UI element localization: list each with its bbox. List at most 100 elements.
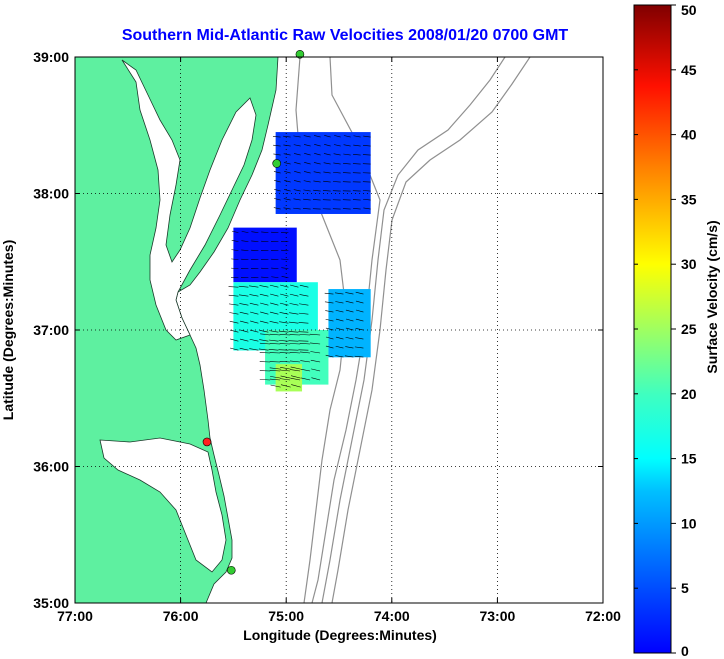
velocity-arrow — [299, 294, 309, 297]
velocity-arrow — [324, 301, 334, 304]
velocity-arrow — [259, 320, 269, 324]
velocity-arrow — [289, 303, 299, 306]
colorbar-tick-label: 10 — [681, 515, 697, 531]
velocity-arrow — [249, 348, 259, 351]
velocity-arrow — [299, 334, 311, 336]
velocity-arrow — [279, 321, 289, 324]
velocity-arrow — [353, 135, 361, 138]
y-tick-label: 35:00 — [33, 595, 69, 611]
velocity-arrow — [325, 336, 334, 340]
y-tick-label: 37:00 — [33, 322, 69, 338]
velocity-arrow — [269, 343, 281, 345]
velocity-arrow — [260, 333, 271, 336]
velocity-arrow — [241, 249, 249, 251]
velocity-arrow — [280, 378, 291, 381]
velocity-arrow — [311, 368, 321, 372]
velocity-arrow — [345, 336, 354, 340]
velocity-arrow — [284, 171, 291, 174]
velocity-arrow — [281, 258, 289, 260]
velocity-arrow — [288, 331, 299, 333]
velocity-arrow — [283, 198, 291, 201]
velocity-arrow — [270, 376, 281, 379]
velocity-arrow — [289, 312, 299, 315]
velocity-region — [233, 227, 297, 283]
velocity-arrow — [239, 347, 249, 351]
velocity-arrow — [323, 153, 331, 156]
x-tick-label: 77:00 — [57, 608, 93, 624]
x-tick-label: 74:00 — [374, 608, 410, 624]
velocity-arrow — [355, 318, 364, 322]
y-axis-label: Latitude (Degrees:Minutes) — [0, 240, 16, 420]
y-tick-label: 38:00 — [33, 186, 69, 202]
velocity-arrow — [293, 144, 301, 147]
velocity-arrow — [258, 348, 269, 351]
velocity-arrow — [259, 285, 269, 288]
velocity-arrow — [290, 366, 301, 370]
velocity-arrow — [343, 135, 351, 138]
x-tick-label: 72:00 — [585, 608, 621, 624]
velocity-arrow — [289, 351, 301, 354]
colorbar-label: Surface Velocity (cm/s) — [704, 220, 720, 373]
velocity-arrow — [301, 377, 311, 381]
velocity-arrow — [322, 190, 331, 192]
velocity-arrow — [272, 136, 281, 138]
chesapeake-bay — [121, 59, 257, 341]
velocity-arrow — [269, 333, 281, 336]
velocity-arrows — [228, 135, 371, 388]
velocity-arrow — [278, 340, 289, 342]
velocity-arrow — [324, 135, 331, 138]
velocity-arrow — [299, 351, 311, 354]
colorbar-tick-label: 25 — [681, 321, 697, 337]
station-markers — [202, 49, 305, 575]
velocity-arrow — [300, 360, 311, 363]
velocity-arrow — [269, 378, 281, 381]
velocity-arrow — [352, 163, 361, 165]
velocity-arrow — [335, 301, 344, 304]
velocity-arrow — [345, 309, 354, 313]
x-tick-label: 76:00 — [163, 608, 199, 624]
velocity-arrow — [251, 240, 259, 242]
velocity-arrow — [363, 145, 371, 147]
velocity-arrow — [280, 293, 289, 297]
velocity-arrow — [325, 354, 334, 358]
velocity-arrow — [249, 285, 259, 288]
velocity-arrow — [323, 162, 331, 165]
colorbar-tick-label: 20 — [681, 386, 697, 402]
velocity-arrow — [352, 199, 361, 201]
station-marker — [202, 437, 212, 447]
velocity-arrow — [343, 162, 351, 165]
velocity-arrow — [274, 189, 281, 192]
colorbar-tick-label: 35 — [681, 191, 697, 207]
velocity-arrow — [355, 309, 364, 313]
velocity-arrow — [325, 327, 334, 331]
velocity-arrow — [289, 360, 301, 363]
velocity-arrow — [345, 292, 354, 295]
velocity-arrow — [363, 198, 371, 201]
x-tick-label: 75:00 — [268, 608, 304, 624]
velocity-arrow — [303, 135, 311, 138]
bathymetry-contour — [331, 57, 531, 603]
colorbar-tick-label: 50 — [681, 2, 697, 18]
velocity-arrow — [335, 336, 344, 340]
velocity-arrow — [333, 162, 341, 165]
x-tick-label: 73:00 — [479, 608, 515, 624]
velocity-arrow — [284, 180, 291, 183]
velocity-arrow — [273, 171, 281, 174]
velocity-arrow — [274, 180, 281, 183]
velocity-arrow — [283, 189, 291, 192]
velocity-arrow — [293, 207, 301, 210]
velocity-arrow — [310, 359, 321, 363]
velocity-arrow — [334, 292, 344, 295]
velocity-arrow — [250, 320, 259, 324]
colorbar-tick-label: 5 — [681, 580, 689, 596]
velocity-arrow — [290, 369, 301, 372]
velocity-arrow — [270, 302, 279, 306]
colorbar-tick-label: 0 — [681, 643, 689, 659]
colorbar-tick-label: 40 — [681, 127, 697, 143]
velocity-arrow — [279, 369, 291, 372]
velocity-arrow — [299, 342, 311, 345]
velocity-arrow — [259, 342, 271, 345]
velocity-arrow — [281, 267, 289, 269]
velocity-arrow — [323, 180, 331, 183]
